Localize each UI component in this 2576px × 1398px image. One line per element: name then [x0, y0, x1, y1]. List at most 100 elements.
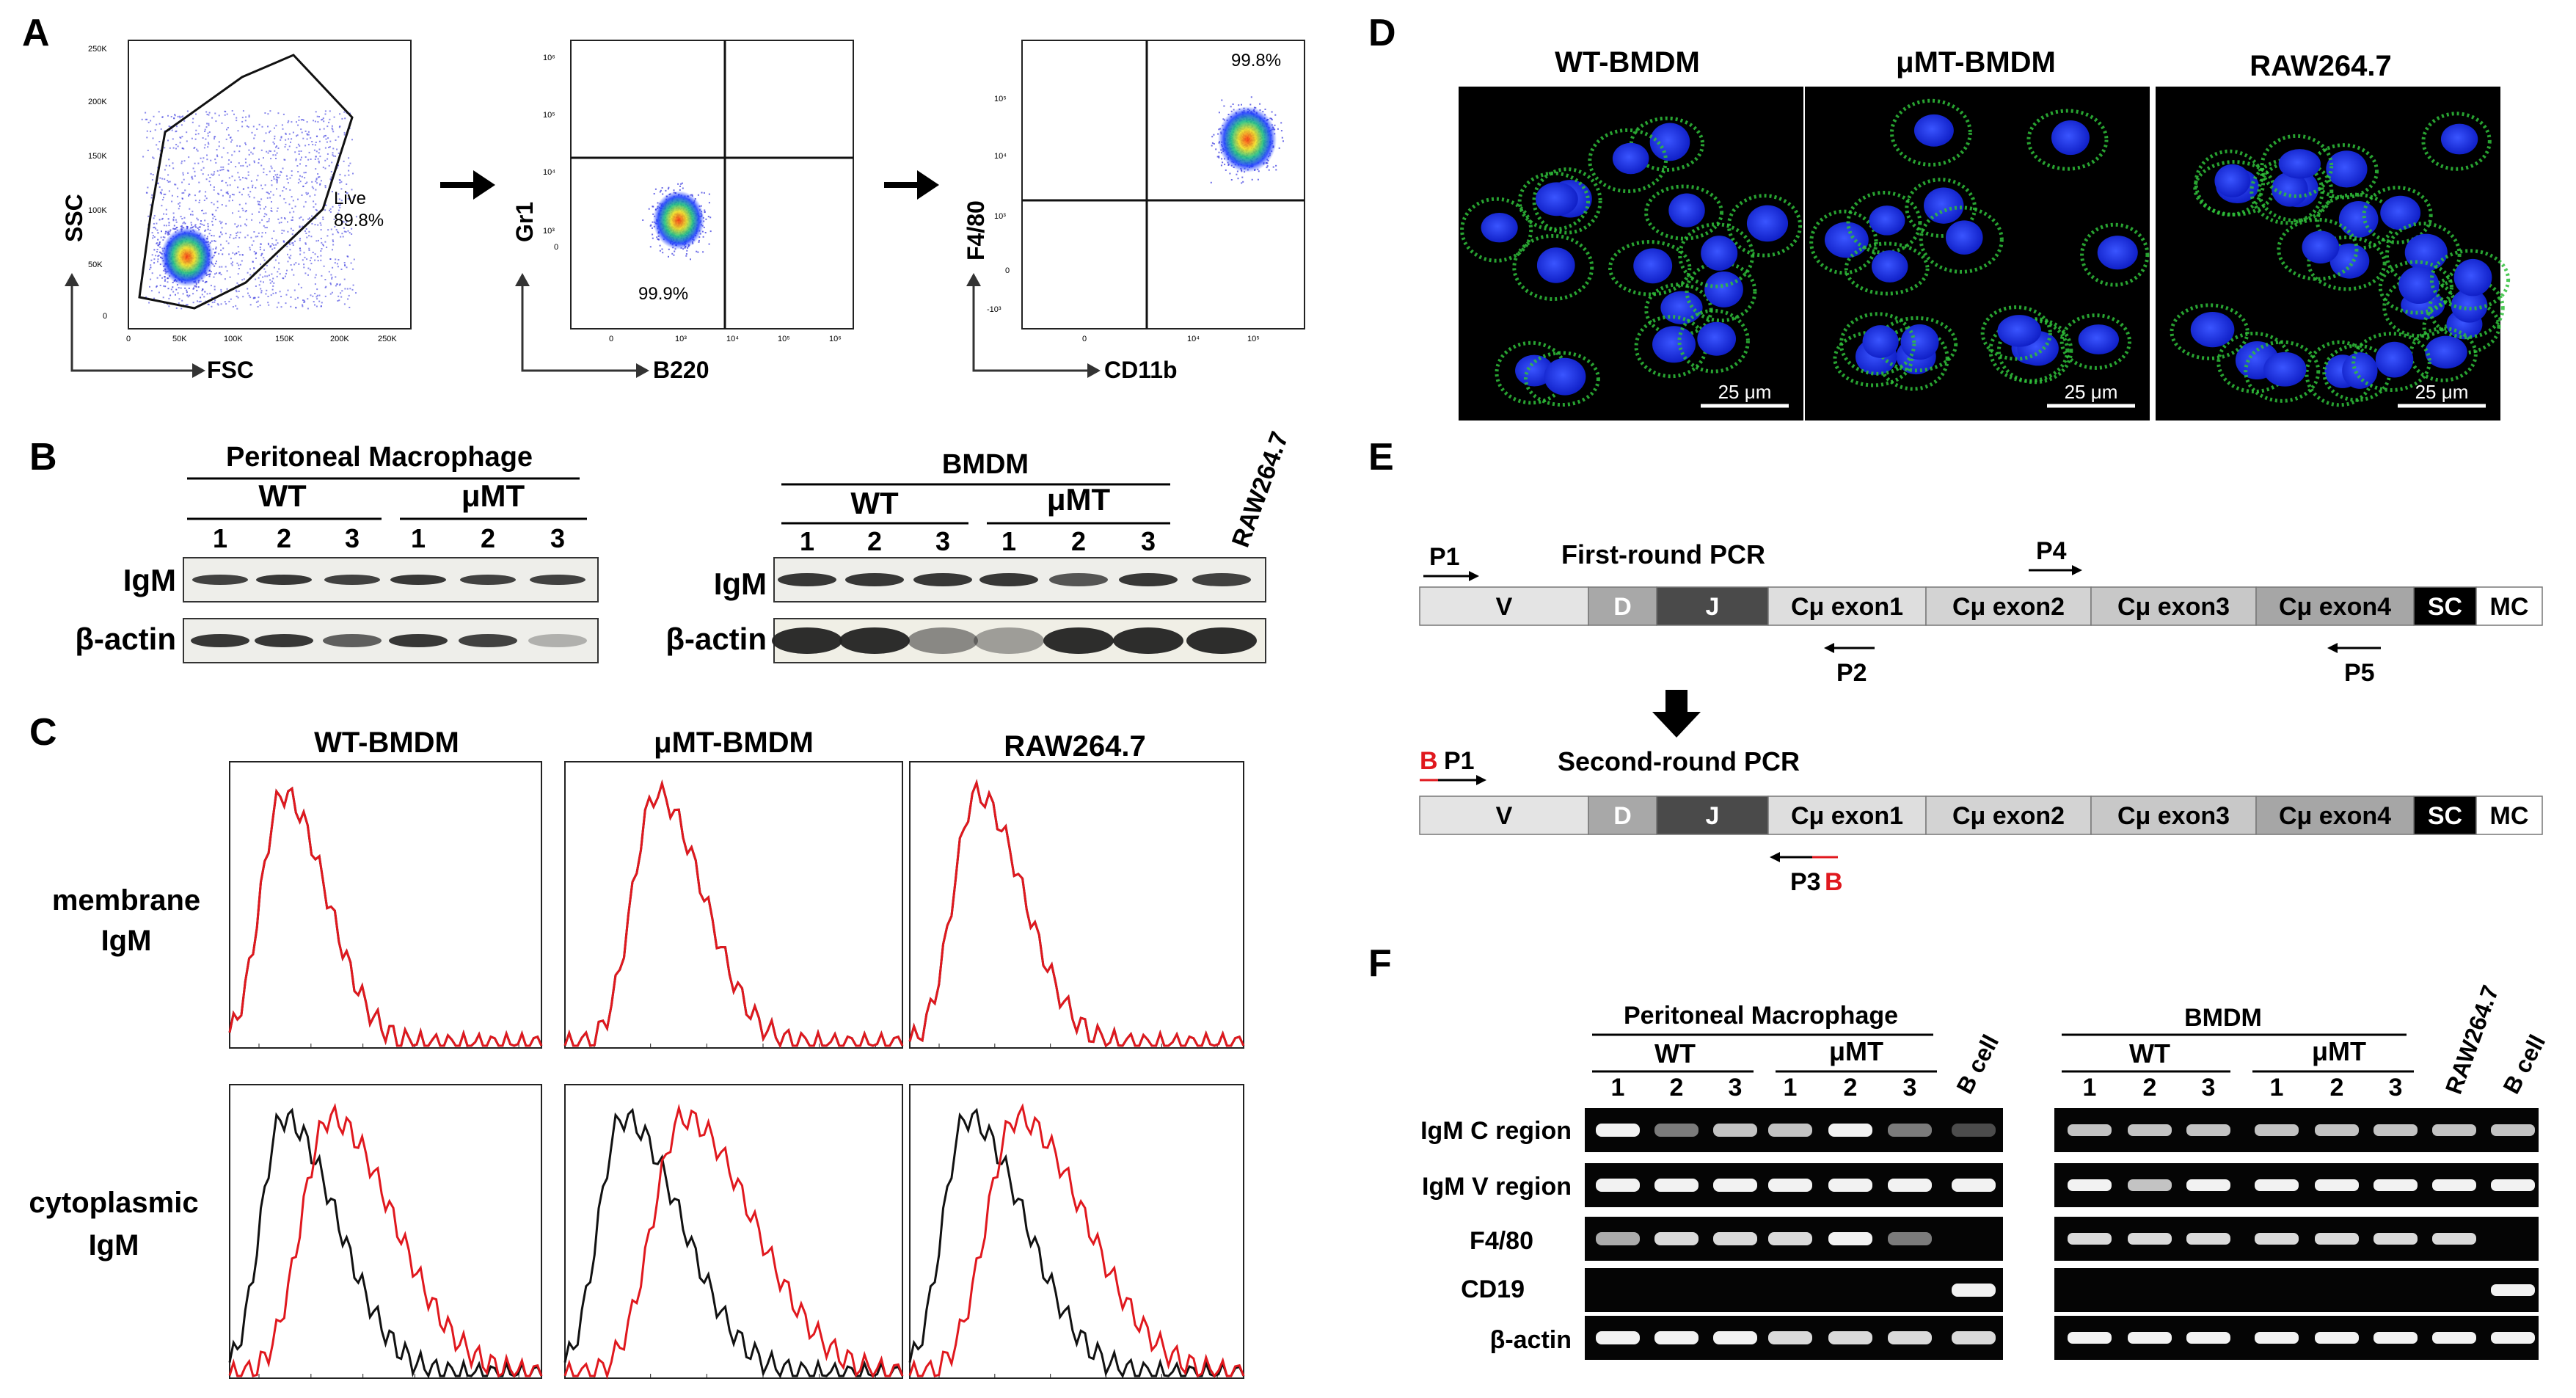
segment-label: Cμ exon3 — [2117, 802, 2230, 830]
event-dot — [203, 225, 205, 226]
event-dot — [277, 242, 279, 244]
event-dot — [1222, 118, 1225, 120]
event-dot — [220, 288, 222, 291]
event-dot — [294, 240, 296, 242]
event-dot — [167, 281, 169, 283]
event-dot — [184, 189, 186, 192]
event-dot — [188, 194, 189, 197]
event-dot — [704, 232, 707, 233]
event-dot — [192, 167, 194, 170]
gel-band — [1596, 1232, 1640, 1245]
event-dot — [151, 194, 153, 196]
event-dot — [266, 264, 268, 266]
event-dot — [193, 148, 195, 149]
event-dot — [272, 141, 274, 143]
event-dot — [294, 298, 296, 300]
event-dot — [302, 219, 304, 221]
event-dot — [649, 246, 652, 248]
flow-arrow — [440, 170, 495, 200]
event-dot — [313, 120, 314, 122]
event-dot — [348, 170, 350, 172]
event-dot — [276, 181, 278, 183]
event-dot — [221, 266, 223, 268]
event-dot — [200, 157, 202, 159]
event-dot — [162, 239, 164, 241]
lane-number: 1 — [213, 523, 227, 553]
nucleus — [2263, 352, 2307, 387]
event-dot — [218, 174, 220, 176]
gel-band — [1713, 1331, 1757, 1344]
lane-number: 2 — [1071, 526, 1086, 556]
nucleus — [2097, 236, 2138, 270]
event-dot — [338, 198, 340, 200]
event-dot — [217, 304, 219, 306]
event-dot — [214, 219, 216, 221]
event-dot — [340, 269, 343, 270]
event-dot — [334, 262, 336, 264]
event-dot — [1221, 158, 1223, 160]
cytoplasm-stain — [2260, 134, 2334, 198]
event-dot — [219, 236, 221, 238]
event-dot — [184, 222, 186, 225]
event-dot — [208, 275, 211, 277]
event-dot — [346, 192, 349, 194]
event-dot — [328, 271, 330, 273]
event-dot — [197, 219, 199, 221]
event-dot — [167, 230, 169, 233]
event-dot — [251, 131, 253, 134]
event-dot — [1266, 165, 1269, 167]
event-dot — [335, 155, 337, 157]
event-dot — [207, 228, 209, 230]
event-dot — [335, 258, 337, 261]
event-dot — [191, 177, 193, 178]
event-dot — [169, 233, 171, 235]
event-dot — [679, 185, 681, 187]
event-dot — [202, 161, 204, 163]
event-dot — [1250, 96, 1252, 98]
event-dot — [263, 216, 266, 217]
event-dot — [180, 307, 183, 310]
event-dot — [649, 225, 652, 227]
event-dot — [192, 117, 194, 120]
event-dot — [320, 224, 322, 226]
event-dot — [208, 114, 210, 116]
event-dot — [247, 194, 249, 196]
event-dot — [255, 285, 257, 287]
event-dot — [242, 164, 244, 167]
event-dot — [652, 237, 654, 239]
event-dot — [323, 128, 325, 130]
event-dot — [183, 192, 185, 194]
nucleus — [2051, 120, 2090, 156]
event-dot — [298, 263, 300, 265]
event-dot — [238, 291, 240, 292]
tick: 10⁵ — [1247, 335, 1260, 343]
event-dot — [298, 116, 300, 118]
event-dot — [284, 146, 286, 148]
event-dot — [652, 213, 654, 215]
event-dot — [156, 123, 158, 125]
event-dot — [181, 160, 183, 162]
gel-band — [2128, 1332, 2172, 1344]
event-dot — [272, 285, 274, 287]
event-dot — [267, 242, 269, 244]
event-dot — [315, 203, 317, 205]
event-dot — [320, 255, 322, 257]
event-dot — [696, 250, 698, 252]
event-dot — [268, 220, 270, 222]
event-dot — [163, 193, 165, 195]
event-dot — [194, 224, 197, 226]
event-dot — [295, 159, 297, 161]
event-dot — [151, 272, 153, 274]
event-dot — [202, 137, 204, 139]
event-dot — [316, 209, 318, 211]
event-dot — [281, 233, 283, 234]
event-dot — [302, 299, 304, 302]
event-dot — [304, 230, 306, 232]
event-dot — [194, 134, 197, 136]
histogram-frame — [229, 761, 542, 1049]
event-dot — [317, 173, 319, 175]
event-dot — [225, 138, 227, 140]
event-dot — [281, 124, 283, 126]
event-dot — [304, 242, 307, 244]
event-dot — [231, 264, 233, 266]
